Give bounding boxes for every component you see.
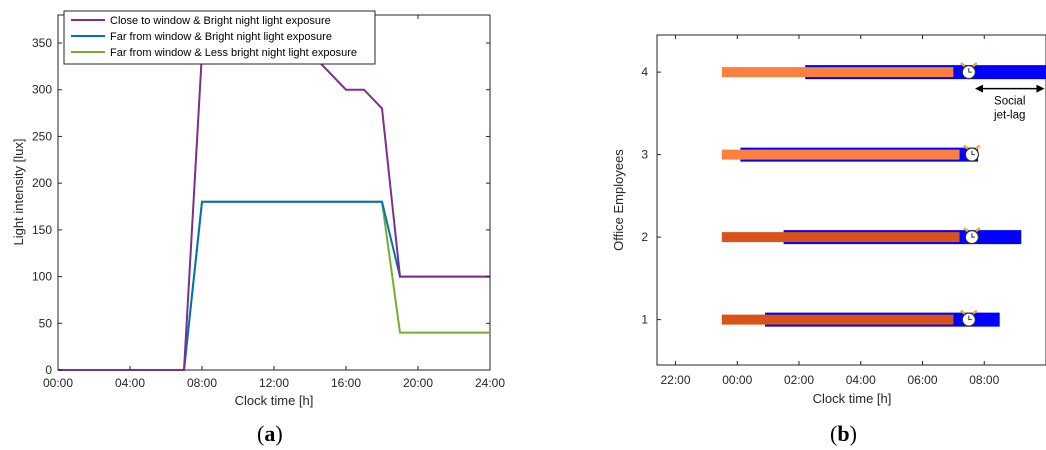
light-bar-employee-3 (721, 149, 960, 160)
legend-entry-1: Close to window & Bright night light exp… (110, 15, 331, 27)
legend-box (63, 10, 376, 65)
y-tick-label: 100 (32, 270, 52, 284)
y-tick-label: 200 (32, 176, 52, 190)
y-tick-label: 50 (39, 316, 53, 330)
y-tick-label: 2 (641, 230, 648, 244)
caption-b-letter: b (837, 421, 850, 446)
y-tick-label: 300 (32, 83, 52, 97)
jet-lag-label-line2: jet-lag (993, 110, 1025, 122)
caption-a-letter: a (264, 421, 276, 446)
x-tick-label: 04:00 (846, 373, 876, 387)
alarm-clock-icon (960, 62, 978, 80)
alarm-clock-bells (960, 62, 978, 68)
caption-a-open: ( (257, 421, 265, 446)
alarm-clock-bells (960, 309, 978, 315)
x-tick-label: 24:00 (475, 376, 505, 390)
y-tick-label: 350 (32, 36, 52, 50)
y-tick-label: 150 (32, 223, 52, 237)
alarm-clock-hands (968, 315, 972, 321)
x-tick-label: 20:00 (403, 376, 433, 390)
legend-entry-3: Far from window & Less bright night ligh… (110, 47, 357, 59)
y-tick-label: 4 (641, 65, 648, 79)
light-bar-employee-2 (721, 232, 960, 243)
chart-a: 00:00 04:00 08:00 12:00 16:00 20:00 24:00 0 50 10… (11, 10, 505, 408)
x-tick-label: 02:00 (784, 373, 814, 387)
light-bar-employee-4 (721, 67, 954, 78)
alarm-clock-hands (971, 150, 975, 156)
y-tick-label: 1 (641, 313, 648, 327)
caption-b-open: ( (830, 421, 838, 446)
chart-a-ticks: 00:00 04:00 08:00 12:00 16:00 20:00 24:00 0 50 10… (32, 15, 505, 390)
x-tick-label: 00:00 (43, 376, 73, 390)
x-tick-label: 16:00 (331, 376, 361, 390)
chart-b-ticks: 22:00 00:00 02:00 04:00 06:00 08:00 1 2 3 4 (641, 35, 1000, 387)
y-tick-label: 0 (45, 363, 52, 377)
y-tick-label: 3 (641, 148, 648, 162)
chart-b-ylabel: Office Employees (611, 149, 626, 251)
x-tick-label: 06:00 (907, 373, 937, 387)
x-tick-label: 08:00 (187, 376, 217, 390)
caption-b-close: ) (849, 421, 857, 446)
jet-lag-label-line1: Social (994, 96, 1025, 108)
chart-a-ylabel: Light intensity [lux] (11, 139, 26, 246)
chart-a-plot-area (57, 14, 491, 371)
chart-a-legend: Close to window & Bright night light exp… (63, 10, 376, 65)
x-tick-label: 04:00 (115, 376, 145, 390)
alarm-clock-icon (960, 309, 978, 327)
caption-a: (a) (257, 421, 283, 447)
jet-lag-arrow-left-head (974, 84, 983, 93)
caption-b: (b) (830, 421, 857, 447)
light-bar-employee-1 (721, 314, 954, 325)
chart-b-xlabel: Clock time [h] (813, 391, 892, 406)
social-jet-lag-annotation: Social jet-lag (974, 84, 1045, 122)
chart-b-bars-group (721, 62, 1046, 327)
alarm-clock-icon (963, 144, 981, 162)
y-tick-label: 250 (32, 129, 52, 143)
caption-a-close: ) (275, 421, 283, 446)
x-tick-label: 22:00 (661, 373, 691, 387)
series-line-1 (58, 51, 490, 371)
chart-b: 22:00 00:00 02:00 04:00 06:00 08:00 1 2 3 4 Socia… (611, 34, 1046, 406)
alarm-clock-hands (968, 68, 972, 73)
chart-a-series-group (58, 51, 490, 371)
x-tick-label: 00:00 (722, 373, 752, 387)
chart-a-xlabel: Clock time [h] (235, 393, 314, 408)
alarm-clock-hands (971, 233, 975, 238)
jet-lag-arrow-right-head (1036, 84, 1045, 93)
alarm-clock-bells (963, 227, 981, 233)
alarm-clock-icon (963, 227, 981, 245)
alarm-clock-bells (963, 144, 981, 150)
x-tick-label: 12:00 (259, 376, 289, 390)
x-tick-label: 08:00 (969, 373, 999, 387)
legend-entry-2: Far from window & Bright night light exp… (110, 31, 332, 43)
